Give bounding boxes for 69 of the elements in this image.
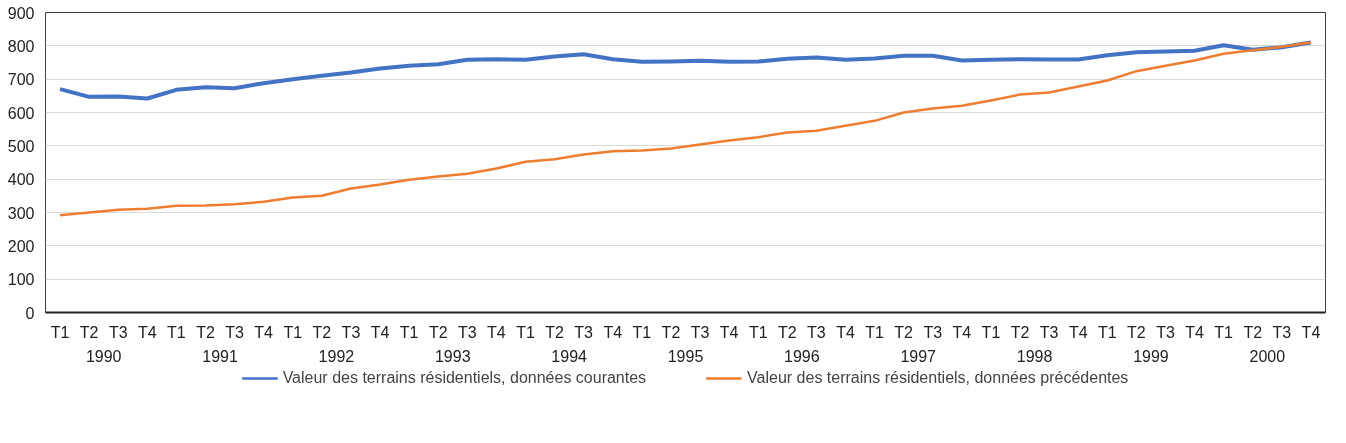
y-tick-label: 0 [25, 304, 35, 322]
x-tick-label: T1 [167, 323, 186, 341]
x-tick-label: T2 [1010, 323, 1030, 341]
x-tick-label: T1 [981, 323, 1001, 341]
text: 2000 [1249, 347, 1286, 365]
y-tick-label: 400 [7, 171, 35, 189]
y-tick-label: 600 [7, 104, 35, 122]
x-tick-label: T3 [574, 323, 594, 341]
x-tick-label: T3 [690, 323, 710, 341]
legend-label: Valeur des terrains résidentiels, données précédentes [747, 369, 1129, 387]
x-tick-label: T1 [283, 323, 303, 341]
x-tick-label: T1 [865, 323, 885, 341]
text: 1990 [85, 347, 122, 365]
x-tick-label: T4 [603, 323, 623, 341]
x-tick-label: T1 [748, 323, 768, 341]
x-tick-label: T4 [1185, 323, 1205, 341]
x-tick-label: T2 [79, 323, 99, 341]
x-tick-label: T3 [341, 323, 361, 341]
x-tick-label: T4 [1301, 323, 1321, 341]
x-tick-label: T1 [516, 323, 535, 341]
x-tick-label: T4 [1068, 323, 1088, 341]
x-tick-label: T2 [894, 323, 914, 341]
text: 1995 [667, 347, 704, 365]
text: 1998 [1016, 347, 1053, 365]
line-series [58, 40, 1313, 101]
y-tick-label: 300 [7, 204, 35, 222]
x-tick-label: T4 [719, 323, 739, 341]
text: 1996 [784, 347, 820, 365]
x-tick-label: T2 [312, 323, 332, 341]
x-tick-label: T3 [457, 323, 477, 341]
text: 1991 [202, 347, 238, 365]
y-tick-label: 900 [7, 4, 35, 22]
text: 1993 [434, 347, 471, 365]
y-tick-label: 800 [7, 37, 35, 55]
x-tick-label: T1 [632, 323, 652, 341]
x-tick-label: T3 [225, 323, 245, 341]
x-tick-label: T2 [196, 323, 215, 341]
x-tick-label: T4 [370, 323, 390, 341]
text: 1997 [900, 347, 937, 365]
x-tick-label: T1 [1097, 323, 1117, 341]
line-series [58, 41, 1313, 217]
x-tick-label: T3 [108, 323, 128, 341]
x-tick-label: T4 [254, 323, 274, 341]
x-tick-label: T4 [952, 323, 972, 341]
x-tick-label: T3 [1039, 323, 1059, 341]
x-tick-label: T4 [487, 323, 506, 341]
y-tick-label: 200 [7, 237, 35, 255]
y-tick-label: 100 [7, 271, 35, 289]
text: 1994 [551, 347, 588, 365]
x-tick-label: T2 [1127, 323, 1146, 341]
text: 1992 [318, 347, 355, 365]
text: 1999 [1133, 347, 1169, 365]
x-tick-label: T3 [923, 323, 943, 341]
x-tick-label: T2 [777, 323, 797, 341]
x-tick-label: T3 [1156, 323, 1175, 341]
x-tick-label: T2 [428, 323, 448, 341]
y-tick-label: 500 [7, 137, 35, 155]
x-tick-label: T4 [836, 323, 855, 341]
legend-label: Valeur des terrains résidentiels, données courantes [282, 369, 647, 387]
x-tick-label: T3 [807, 323, 826, 341]
x-tick-label: T1 [50, 323, 70, 341]
x-tick-label: T1 [399, 323, 419, 341]
x-tick-label: T2 [1243, 323, 1263, 341]
x-tick-label: T1 [1214, 323, 1234, 341]
x-tick-label: T2 [661, 323, 681, 341]
x-tick-label: T4 [137, 323, 157, 341]
x-tick-label: T3 [1272, 323, 1292, 341]
y-tick-label: 700 [7, 71, 35, 89]
x-tick-label: T2 [545, 323, 565, 341]
